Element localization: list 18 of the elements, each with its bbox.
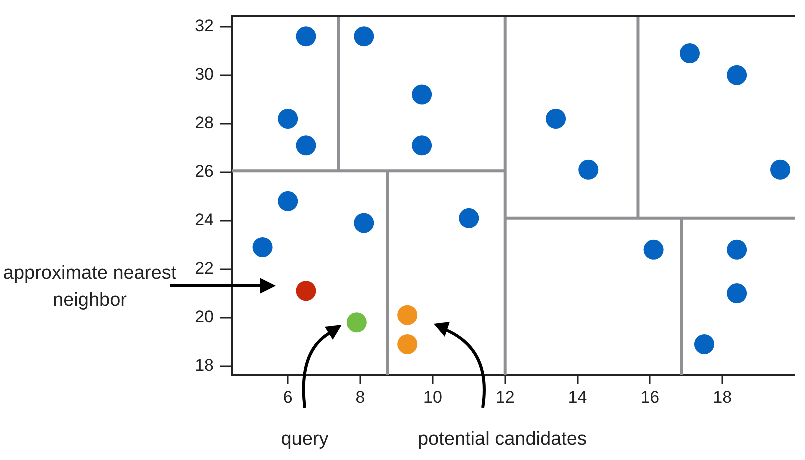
y-tick-label: 18 (195, 356, 214, 375)
y-tick-label: 20 (195, 307, 214, 326)
text: query (280, 428, 330, 452)
x-tick-label: 14 (568, 388, 588, 407)
y-tick-label: 24 (195, 210, 214, 230)
x-tick-label: 10 (423, 388, 442, 407)
y-tick-label: 28 (195, 114, 214, 133)
y-tick-label: 30 (195, 65, 214, 84)
x-tick-label: 6 (283, 388, 293, 407)
text: potential candidates (416, 428, 588, 452)
text: approximate nearest neighbor (2, 262, 178, 313)
x-tick-label: 18 (713, 388, 732, 407)
x-tick-label: 8 (356, 388, 366, 407)
y-tick-label: 32 (195, 16, 214, 36)
x-tick-label: 12 (496, 388, 515, 407)
x-tick-label: 16 (640, 388, 660, 407)
y-tick-label: 26 (195, 162, 214, 182)
y-tick-label: 22 (195, 258, 214, 278)
